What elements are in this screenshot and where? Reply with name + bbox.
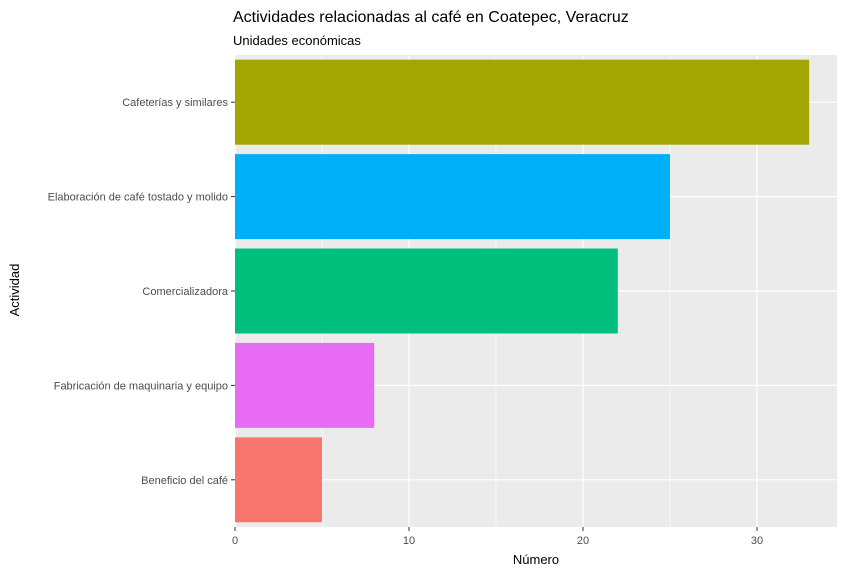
y-tick-label: Comercializadora: [142, 286, 228, 298]
y-tick-label: Beneficio del café: [141, 475, 228, 487]
bar: [235, 248, 618, 334]
bar: [235, 154, 670, 240]
y-tick-label: Cafeterías y similares: [122, 97, 228, 109]
x-tick-label: 10: [403, 535, 415, 547]
bar: [235, 342, 375, 428]
y-axis-title: Actividad: [7, 264, 22, 317]
bars: [235, 59, 810, 523]
chart-subtitle: Unidades económicas: [233, 33, 361, 48]
chart-title: Actividades relacionadas al café en Coat…: [233, 9, 629, 26]
x-axis-title: Número: [513, 552, 559, 567]
x-axis: 0 10 20 30: [232, 527, 763, 547]
x-tick-label: 0: [232, 535, 238, 547]
x-tick-label: 20: [577, 535, 589, 547]
y-axis: Cafeterías y similares Elaboración de caf…: [48, 97, 235, 487]
y-tick-label: Fabricación de maquinaria y equipo: [54, 380, 228, 392]
bar: [235, 437, 322, 523]
x-tick-label: 30: [751, 535, 763, 547]
y-tick-label: Elaboración de café tostado y molido: [48, 192, 228, 204]
bar: [235, 59, 810, 145]
